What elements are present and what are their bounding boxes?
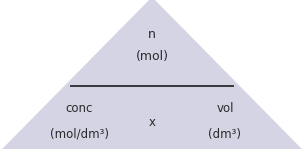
Text: conc: conc xyxy=(65,102,93,115)
Text: n: n xyxy=(148,28,156,41)
Text: x: x xyxy=(148,116,156,129)
Text: (mol): (mol) xyxy=(136,50,168,63)
Text: vol: vol xyxy=(216,102,234,115)
Text: (dm³): (dm³) xyxy=(209,128,241,141)
Text: (mol/dm³): (mol/dm³) xyxy=(50,128,109,141)
